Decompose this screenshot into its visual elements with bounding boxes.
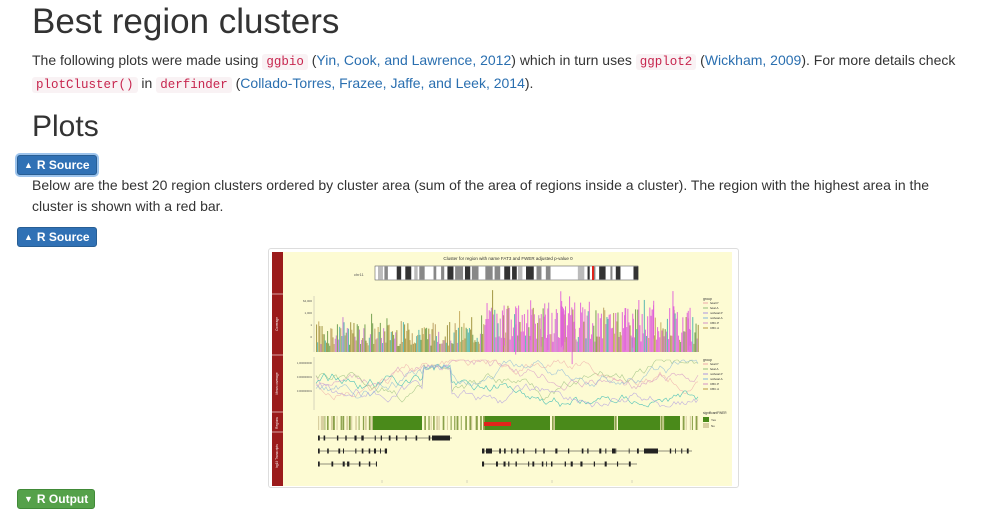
chevron-up-icon: ▲: [24, 232, 33, 242]
r-source-button-2[interactable]: ▲ R Source: [17, 227, 97, 247]
svg-text:notfetal.P: notfetal.P: [710, 372, 723, 376]
citation-link-collado-torres[interactable]: Collado-Torres, Frazee, Jaffe, and Leek,…: [240, 75, 525, 91]
code-ggbio: ggbio: [262, 54, 308, 70]
ideogram-label: chr11: [354, 272, 364, 277]
svg-text:Regions: Regions: [275, 417, 279, 429]
page-title: Best region clusters: [32, 2, 340, 41]
r-source-label: R Source: [36, 230, 90, 244]
code-derfinder: derfinder: [156, 77, 232, 93]
cluster-plot: Cluster for region with name FAT3 and FW…: [272, 252, 735, 486]
cluster-plot-figure: Cluster for region with name FAT3 and FW…: [268, 248, 739, 488]
chevron-down-icon: ▼: [24, 494, 33, 504]
svg-text:0.000000001: 0.000000001: [297, 375, 313, 379]
svg-text:notfetal.A: notfetal.A: [710, 377, 723, 381]
svg-text:fetal.P: fetal.P: [710, 301, 719, 305]
svg-text:1,000: 1,000: [304, 311, 312, 315]
svg-text:group: group: [703, 297, 712, 301]
svg-text:1,000000000: 1,000000000: [297, 361, 313, 365]
svg-text:CBC.P: CBC.P: [710, 321, 719, 325]
code-ggplot2: ggplot2: [635, 54, 697, 70]
plot-title: Cluster for region with name FAT3 and FW…: [443, 256, 573, 261]
chevron-up-icon: ▲: [24, 160, 33, 170]
svg-text:fetal.A: fetal.A: [710, 367, 719, 371]
svg-text:1: 1: [310, 323, 312, 327]
highest-area-region-bar: [484, 422, 511, 426]
x-axis: [381, 480, 633, 483]
r-output-label: R Output: [36, 492, 89, 506]
track-strips: Coverage Mean coverage Regions hg19 Transcr…: [272, 252, 283, 486]
code-plotcluster: plotCluster(): [32, 77, 138, 93]
svg-text:64,000: 64,000: [303, 299, 313, 303]
svg-text:significantFWER: significantFWER: [703, 411, 727, 415]
group-legend-2: group fetal.Pfetal.Anotfetal.Pnotfetal.A…: [703, 358, 723, 391]
svg-text:CBC.A: CBC.A: [710, 326, 719, 330]
svg-text:0: 0: [310, 335, 312, 339]
r-output-button[interactable]: ▼ R Output: [17, 489, 96, 509]
coverage-track: 64,000 1,000 1 0: [303, 290, 699, 365]
citation-link-wickham[interactable]: Wickham, 2009: [704, 52, 802, 68]
r-source-label: R Source: [36, 158, 90, 172]
citation-link-yin[interactable]: Yin, Cook, and Lawrence, 2012: [316, 52, 512, 68]
r-source-button-1[interactable]: ▲ R Source: [17, 155, 97, 175]
svg-text:group: group: [703, 358, 712, 362]
transcripts-track: [318, 435, 692, 467]
svg-text:notfetal.A: notfetal.A: [710, 316, 723, 320]
svg-text:0.000000001: 0.000000001: [297, 389, 313, 393]
svg-text:notfetal.P: notfetal.P: [710, 311, 723, 315]
section-title-plots: Plots: [32, 110, 99, 143]
svg-text:Mean coverage: Mean coverage: [275, 372, 279, 394]
svg-text:fetal.P: fetal.P: [710, 362, 719, 366]
svg-text:CBC.P: CBC.P: [710, 382, 719, 386]
regions-legend: significantFWER Yes No: [703, 411, 727, 428]
svg-text:Yes: Yes: [711, 418, 716, 422]
chromosome-ideogram: [374, 265, 639, 281]
plot-panel-background: [272, 252, 732, 486]
description-paragraph: Below are the best 20 region clusters or…: [32, 177, 930, 214]
svg-text:No: No: [711, 424, 715, 428]
svg-text:fetal.A: fetal.A: [710, 306, 719, 310]
svg-text:Coverage: Coverage: [275, 317, 279, 331]
svg-text:CBC.A: CBC.A: [710, 387, 719, 391]
mean-coverage-track: 1,000000000 0.000000001 0.000000001: [297, 357, 699, 410]
intro-paragraph: The following plots were made using ggbi…: [32, 52, 956, 93]
regions-track: [318, 416, 699, 430]
svg-text:hg19 Transcripts: hg19 Transcripts: [275, 444, 279, 468]
group-legend-1: group fetal.Pfetal.Anotfetal.Pnotfetal.A…: [703, 297, 723, 330]
